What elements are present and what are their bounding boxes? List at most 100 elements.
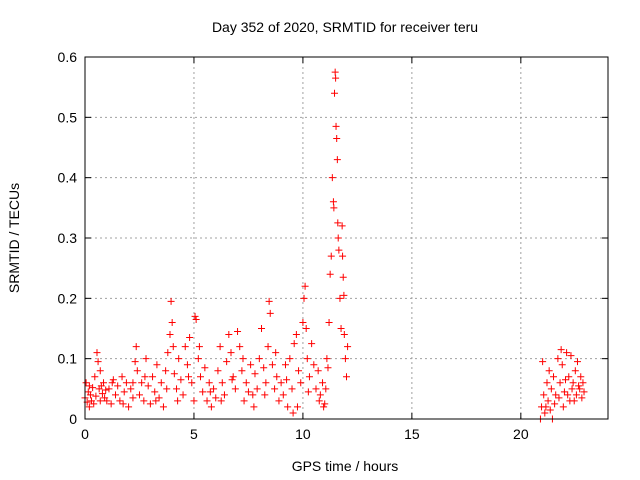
data-point xyxy=(234,328,242,336)
data-point xyxy=(169,343,177,351)
data-point xyxy=(332,74,340,82)
data-point xyxy=(122,379,130,387)
data-point xyxy=(203,397,211,405)
data-point xyxy=(255,355,263,363)
data-point xyxy=(338,222,346,230)
data-point xyxy=(262,379,270,387)
data-point xyxy=(288,385,296,393)
data-point xyxy=(157,379,165,387)
data-point xyxy=(559,403,567,411)
data-point xyxy=(119,400,127,408)
data-point xyxy=(331,68,339,76)
data-point xyxy=(108,379,116,387)
data-point xyxy=(543,379,551,387)
data-point xyxy=(181,343,189,351)
data-point xyxy=(290,340,298,348)
data-point xyxy=(283,376,291,384)
data-point xyxy=(240,397,248,405)
data-point xyxy=(340,291,348,299)
data-point xyxy=(556,379,564,387)
data-point xyxy=(100,379,108,387)
data-point xyxy=(328,174,336,182)
data-point xyxy=(86,391,94,399)
data-point xyxy=(162,367,170,375)
data-point xyxy=(281,361,289,369)
data-point xyxy=(188,379,196,387)
data-point xyxy=(271,385,279,393)
data-point xyxy=(174,397,182,405)
data-point xyxy=(236,343,244,351)
data-point xyxy=(321,400,329,408)
data-point xyxy=(337,325,345,332)
data-point xyxy=(333,134,341,142)
data-point xyxy=(258,325,266,332)
data-point xyxy=(116,397,124,405)
data-point xyxy=(85,403,93,411)
data-point xyxy=(292,331,300,339)
data-point xyxy=(183,361,191,369)
data-point xyxy=(327,252,335,260)
data-point xyxy=(109,376,117,384)
data-point xyxy=(334,234,342,242)
data-point xyxy=(98,390,106,398)
data-point xyxy=(152,397,160,405)
data-point xyxy=(112,391,120,399)
data-point xyxy=(539,358,547,366)
data-point xyxy=(186,334,194,342)
x-tick-label: 15 xyxy=(404,426,420,442)
data-point xyxy=(300,294,308,302)
data-point xyxy=(164,349,172,357)
data-point xyxy=(114,382,122,390)
data-point xyxy=(336,294,344,302)
data-point xyxy=(326,270,334,278)
data-point xyxy=(166,331,174,339)
data-point xyxy=(558,361,566,369)
data-point xyxy=(85,382,93,390)
data-point xyxy=(144,382,152,390)
data-point xyxy=(90,400,98,408)
data-point xyxy=(303,355,311,363)
data-point xyxy=(195,343,203,351)
data-point xyxy=(105,385,113,393)
data-point xyxy=(210,385,218,393)
data-point xyxy=(272,349,280,357)
data-point xyxy=(179,391,187,399)
y-axis-title: SRMTID / TECUs xyxy=(6,183,22,293)
data-point xyxy=(301,282,309,290)
data-point xyxy=(199,388,207,396)
data-point xyxy=(554,355,562,363)
data-point xyxy=(89,384,97,392)
data-point xyxy=(546,406,554,414)
data-point xyxy=(149,373,157,381)
chart-title: Day 352 of 2020, SRMTID for receiver ter… xyxy=(212,19,478,35)
data-point xyxy=(191,312,199,320)
data-point xyxy=(127,385,135,393)
data-point xyxy=(578,394,586,402)
data-point xyxy=(323,355,331,363)
data-point xyxy=(151,388,159,396)
data-point xyxy=(562,376,570,384)
data-point xyxy=(579,379,587,387)
data-point xyxy=(118,373,126,381)
data-point xyxy=(170,370,178,378)
data-point xyxy=(560,388,568,396)
data-point xyxy=(333,156,341,164)
data-point xyxy=(102,386,110,394)
data-point xyxy=(264,343,272,351)
data-point xyxy=(92,392,100,400)
x-tick-label: 10 xyxy=(295,426,311,442)
data-point xyxy=(277,379,285,387)
data-point xyxy=(225,331,233,339)
data-point xyxy=(196,373,204,381)
data-point xyxy=(140,397,148,405)
y-tick-label: 0.5 xyxy=(58,109,78,125)
data-point xyxy=(341,355,349,363)
data-point xyxy=(142,355,150,363)
data-point xyxy=(96,367,104,375)
data-point xyxy=(542,403,550,411)
data-point xyxy=(315,397,323,405)
data-point xyxy=(564,391,572,399)
y-tick-label: 0.4 xyxy=(58,170,78,186)
data-point xyxy=(322,385,330,393)
data-point xyxy=(185,373,193,381)
